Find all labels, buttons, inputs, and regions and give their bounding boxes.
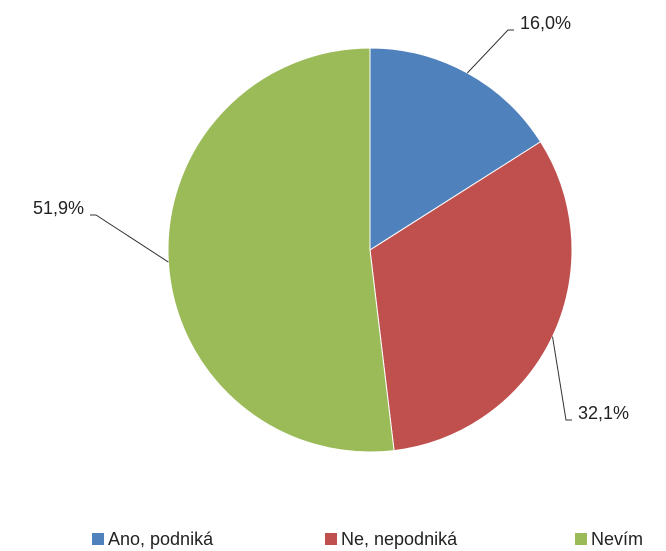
leader-line [552, 336, 572, 421]
legend-swatch [325, 533, 337, 545]
pie-slice [167, 47, 395, 453]
data-label: 32,1% [578, 403, 629, 423]
legend-swatch [92, 533, 104, 545]
pie-slice [369, 47, 542, 251]
legend-label: Ne, nepodniká [341, 529, 458, 549]
data-label: 16,0% [520, 13, 571, 33]
data-label: 51,9% [33, 198, 84, 218]
legend-label: Ano, podniká [108, 529, 214, 549]
pie-slice [369, 141, 573, 452]
leader-line [90, 214, 169, 263]
legend-swatch [575, 533, 587, 545]
leader-line [466, 29, 514, 74]
legend-label: Nevím [591, 529, 643, 549]
